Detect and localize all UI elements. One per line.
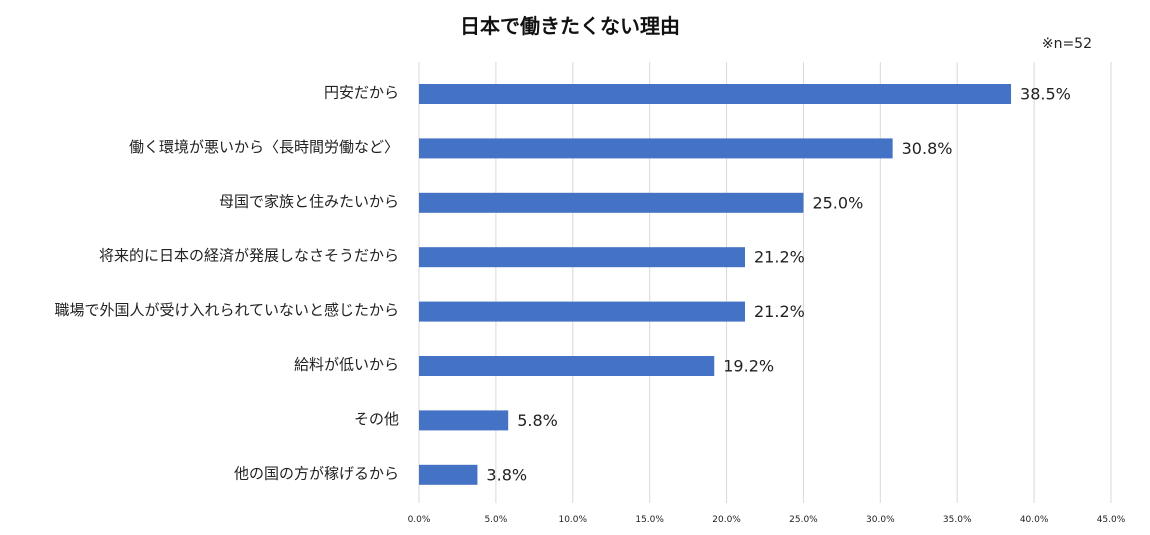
bar — [419, 84, 1012, 104]
bar — [419, 247, 746, 268]
data-label: 21.2% — [754, 248, 805, 267]
data-label: 3.8% — [486, 465, 527, 484]
bar — [419, 410, 509, 431]
category-label: 円安だから — [324, 84, 399, 102]
category-label: 職場で外国人が受け入れられていないと感じたから — [54, 301, 399, 319]
category-label: 母国で家族と住みたいから — [219, 192, 399, 210]
sample-size-note: ※n=52 — [1041, 36, 1092, 52]
x-tick-label: 10.0% — [558, 515, 587, 525]
x-tick-label: 15.0% — [635, 515, 664, 525]
data-label: 30.8% — [902, 139, 953, 158]
bar — [419, 356, 715, 376]
x-tick-label: 40.0% — [1020, 515, 1049, 525]
category-label: 他の国の方が稼げるから — [234, 464, 399, 482]
x-tick-label: 35.0% — [943, 515, 972, 525]
category-label: 将来的に日本の経済が発展しなさそうだから — [99, 247, 399, 265]
x-tick-label: 5.0% — [484, 515, 507, 525]
bars — [419, 84, 1012, 485]
bar — [419, 464, 478, 485]
x-tick-label: 0.0% — [408, 515, 431, 525]
x-tick-label: 45.0% — [1097, 515, 1126, 525]
category-label: その他 — [354, 410, 399, 428]
data-label: 21.2% — [754, 302, 805, 321]
labels: 0.0% 5.0% 10.0% 15.0% 20.0% 25.0% 30.0% 35.0% 40… — [54, 84, 1125, 526]
bar — [419, 138, 893, 159]
data-label: 5.8% — [517, 411, 558, 430]
x-tick-label: 20.0% — [712, 515, 741, 525]
x-tick-label: 30.0% — [866, 515, 895, 525]
category-label: 給料が低いから — [294, 356, 399, 374]
bar — [419, 301, 746, 322]
category-label: 働く環境が悪いから〈長時間労働など〉 — [129, 138, 399, 156]
data-label: 25.0% — [812, 193, 863, 212]
x-tick-label: 25.0% — [789, 515, 818, 525]
grid-lines — [418, 62, 1112, 503]
data-label: 19.2% — [723, 357, 774, 376]
chart-title: 日本で働きたくない理由 — [460, 14, 680, 38]
bar — [419, 192, 804, 213]
data-label: 38.5% — [1020, 85, 1071, 104]
